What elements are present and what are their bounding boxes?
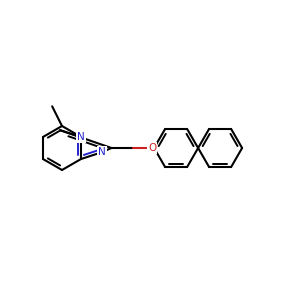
Text: O: O xyxy=(148,143,156,153)
Text: N: N xyxy=(98,147,106,157)
Text: N: N xyxy=(77,132,85,142)
